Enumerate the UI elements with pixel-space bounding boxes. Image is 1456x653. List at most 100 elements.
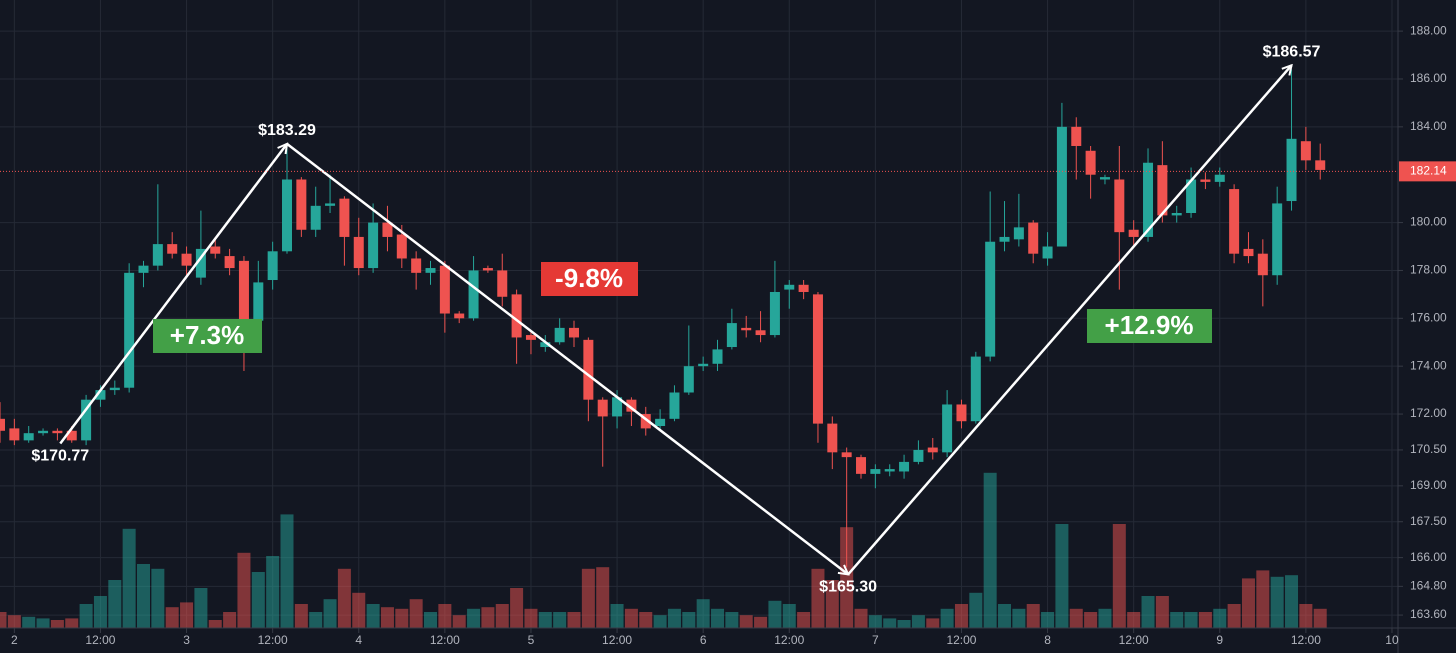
volume-bar bbox=[208, 620, 222, 628]
volume-bar bbox=[1213, 608, 1227, 628]
candle-body bbox=[52, 430, 63, 434]
candle-body bbox=[1243, 248, 1254, 257]
candle-body bbox=[626, 399, 637, 412]
candle-body bbox=[425, 268, 436, 273]
candle-body bbox=[224, 256, 235, 269]
volume-bar bbox=[337, 568, 351, 628]
volume-bar bbox=[137, 564, 151, 628]
volume-bar bbox=[1155, 596, 1169, 628]
volume-bar bbox=[1170, 612, 1184, 628]
candle-body bbox=[1028, 222, 1039, 254]
volume-bar bbox=[883, 618, 897, 628]
volume-bar bbox=[1098, 608, 1112, 628]
candle-body bbox=[999, 236, 1010, 242]
volume-bar bbox=[954, 604, 968, 628]
x-tick-label: 12:00 bbox=[774, 633, 804, 647]
volume-bar bbox=[639, 612, 653, 628]
volume-bar bbox=[180, 602, 194, 628]
candle-body bbox=[755, 330, 766, 336]
candle-body bbox=[712, 349, 723, 364]
candle-body bbox=[253, 282, 264, 321]
candle-body bbox=[454, 313, 465, 319]
candle-body bbox=[167, 244, 178, 254]
x-tick-label: 12:00 bbox=[1119, 633, 1149, 647]
last-price-badge bbox=[1399, 161, 1456, 182]
candle-body bbox=[1200, 179, 1211, 182]
price-point-label: $165.30 bbox=[819, 579, 877, 596]
candle-body bbox=[210, 246, 221, 254]
change-label: -9.8% bbox=[555, 263, 623, 293]
volume-bar bbox=[79, 604, 93, 628]
volume-bar bbox=[93, 596, 107, 628]
candle-body bbox=[1128, 229, 1139, 237]
candle-body bbox=[138, 265, 149, 273]
candle-body bbox=[1114, 179, 1125, 233]
candle-body bbox=[597, 399, 608, 417]
candle-body bbox=[942, 404, 953, 453]
x-tick-label: 7 bbox=[872, 633, 879, 647]
candle-body bbox=[669, 392, 680, 419]
candle-body bbox=[181, 253, 192, 266]
volume-bar bbox=[266, 556, 280, 628]
volume-bar bbox=[36, 618, 50, 628]
y-tick-label: 163.60 bbox=[1410, 607, 1447, 621]
candle-body bbox=[985, 241, 996, 357]
volume-bar bbox=[380, 607, 394, 628]
volume-bar bbox=[825, 580, 839, 628]
candle-body bbox=[382, 222, 393, 237]
volume-bar bbox=[1055, 524, 1069, 628]
candle-body bbox=[1272, 203, 1283, 276]
candle-body bbox=[1286, 138, 1297, 202]
change-badge bbox=[1087, 309, 1212, 343]
volume-bar bbox=[868, 615, 882, 628]
candle-body bbox=[325, 203, 336, 206]
candle-body bbox=[282, 179, 293, 252]
volume-bar bbox=[165, 607, 179, 628]
x-tick-label: 12:00 bbox=[1291, 633, 1321, 647]
price-point-label: $183.29 bbox=[258, 122, 316, 139]
volume-bar bbox=[438, 604, 452, 628]
candle-body bbox=[511, 294, 522, 338]
volume-bar bbox=[0, 612, 7, 628]
volume-bar bbox=[1270, 576, 1284, 628]
volume-bar bbox=[581, 568, 595, 628]
volume-bar bbox=[782, 604, 796, 628]
volume-bar bbox=[1227, 604, 1241, 628]
candle-body bbox=[1085, 150, 1096, 175]
x-tick-label: 12:00 bbox=[602, 633, 632, 647]
x-tick-label: 6 bbox=[700, 633, 707, 647]
candle-body bbox=[970, 356, 981, 422]
candle-body bbox=[956, 404, 967, 422]
x-tick-label: 9 bbox=[1216, 633, 1223, 647]
volume-bar bbox=[7, 615, 21, 628]
volume-bar bbox=[294, 604, 308, 628]
candle-body bbox=[23, 433, 34, 441]
volume-bar bbox=[969, 592, 983, 628]
volume-bar bbox=[366, 604, 380, 628]
x-tick-label: 5 bbox=[528, 633, 535, 647]
candle-body bbox=[1071, 126, 1082, 146]
candle-body bbox=[554, 327, 565, 343]
candle-body bbox=[267, 251, 278, 281]
volume-bar bbox=[739, 615, 753, 628]
volume-bar bbox=[725, 612, 739, 628]
candle-body bbox=[109, 387, 120, 391]
volume-bar bbox=[596, 567, 610, 628]
candle-body bbox=[1042, 246, 1053, 259]
y-tick-label: 172.00 bbox=[1410, 406, 1447, 420]
volume-bar bbox=[280, 514, 294, 628]
y-tick-label: 174.00 bbox=[1410, 358, 1447, 372]
volume-bar bbox=[940, 608, 954, 628]
x-tick-label: 10 bbox=[1385, 633, 1399, 647]
candle-body bbox=[913, 449, 924, 462]
candle-body bbox=[1056, 126, 1067, 247]
volume-bar bbox=[840, 527, 854, 628]
candle-body bbox=[640, 414, 651, 429]
volume-bar bbox=[696, 599, 710, 628]
candle-body bbox=[1214, 174, 1225, 182]
y-tick-label: 167.50 bbox=[1410, 514, 1447, 528]
candle-body bbox=[899, 461, 910, 472]
candle-body bbox=[841, 452, 852, 458]
candle-body bbox=[439, 265, 450, 314]
